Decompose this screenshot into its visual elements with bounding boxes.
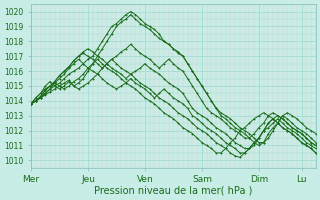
X-axis label: Pression niveau de la mer( hPa ): Pression niveau de la mer( hPa ): [94, 186, 252, 196]
